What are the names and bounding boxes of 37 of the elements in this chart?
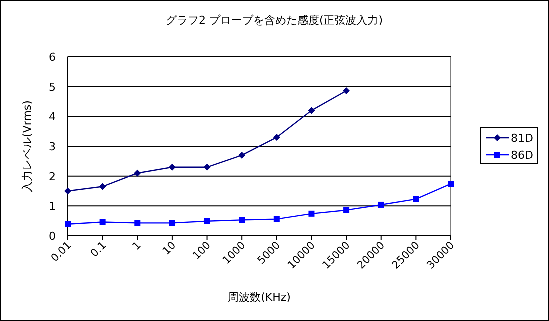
point: [238, 152, 246, 159]
point: [168, 164, 176, 171]
point: [65, 221, 71, 228]
x-tick-label: 10: [160, 240, 179, 258]
point: [134, 170, 142, 177]
y-tick-label: 5: [49, 80, 56, 94]
point: [100, 219, 106, 226]
point: [413, 196, 420, 202]
legend-label: 86D: [511, 149, 534, 162]
point: [448, 181, 454, 188]
point: [239, 217, 246, 224]
y-tick-label: 2: [49, 170, 56, 184]
point: [308, 107, 316, 114]
x-axis-title: 周波数(KHz): [228, 291, 291, 304]
y-tick-label: 0: [49, 230, 56, 243]
point: [99, 183, 106, 190]
y-tick-label: 1: [49, 200, 56, 214]
y-tick-label: 6: [49, 51, 56, 64]
legend-label: 81D: [511, 132, 534, 145]
x-tick-label: 100: [190, 240, 214, 262]
point: [134, 220, 141, 226]
point: [274, 216, 280, 222]
point: [344, 207, 350, 214]
y-axis-title: 入力レベル(Vrms): [21, 100, 34, 192]
point: [343, 88, 350, 95]
point: [273, 134, 280, 142]
point: [64, 188, 72, 195]
point: [169, 220, 176, 226]
x-tick-label: 1: [130, 240, 144, 253]
x-tick-label: 0.1: [88, 240, 109, 260]
point: [204, 164, 211, 171]
chart-title: グラフ2 プローブを含めた感度(正弦波入力): [166, 14, 384, 27]
point: [378, 202, 384, 208]
y-tick-label: 4: [49, 110, 56, 124]
point: [308, 210, 315, 217]
y-tick-label: 3: [49, 140, 56, 154]
point: [204, 218, 210, 224]
